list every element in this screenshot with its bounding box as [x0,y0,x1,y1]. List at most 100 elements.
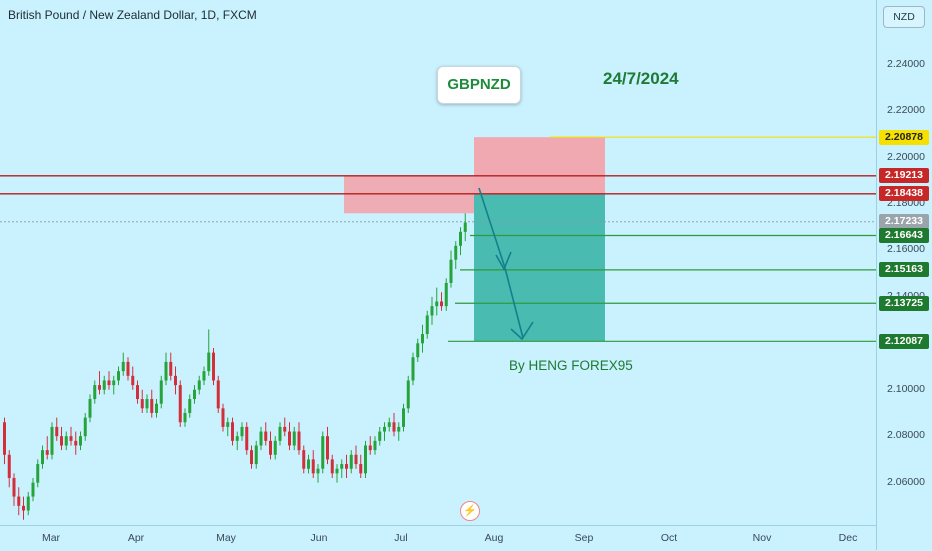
candle [93,385,97,400]
candle [183,412,187,423]
lightning-icon[interactable]: ⚡ [460,501,480,521]
price-level-tag: 2.15163 [879,262,929,278]
x-tick-label: Jul [394,532,408,544]
candle [378,431,382,441]
candle [50,426,54,455]
chart-canvas[interactable] [0,0,876,525]
candle [259,431,263,446]
candle [212,352,215,381]
candle [425,315,429,335]
candle [55,426,59,437]
candle [340,464,344,469]
candle [150,399,154,413]
candle [17,496,21,506]
chart-title: British Pound / New Zealand Dollar, 1D, … [8,8,257,22]
candle [102,380,106,390]
stop-loss-zone [474,137,605,194]
candle [307,459,310,469]
candle [397,426,401,432]
arrow-head [495,251,512,271]
x-tick-label: Apr [127,532,145,544]
arrow-head [510,321,534,341]
y-tick-label: 2.10000 [887,382,925,395]
candle [440,301,443,307]
candle [235,436,239,441]
candle [430,306,434,316]
candle [64,436,68,446]
candle [240,426,244,437]
candle [449,259,453,283]
candle [3,422,6,455]
price-axis[interactable]: NZD 2.24000 2.22000 2.20000 2.18000 2.16000 2… [876,0,932,550]
candle [273,440,277,455]
x-tick-label: Sep [574,532,594,544]
candle [126,361,130,376]
price-level-tag: 2.18438 [879,186,929,202]
y-tick-label: 2.20000 [887,150,925,163]
candle [368,445,372,451]
price-level-tag: 2.19213 [879,168,929,184]
candle [335,468,339,474]
candle [387,422,391,427]
candle [316,468,320,474]
candle [22,505,25,511]
candle [416,343,420,358]
time-axis[interactable]: Mar Apr May Jun Jul Aug Sep Oct Nov Dec [0,525,876,551]
y-tick-label: 2.08000 [887,429,925,442]
candle [60,436,63,446]
candle [454,245,458,260]
candle [36,464,40,483]
candle [188,399,192,413]
candle [254,445,258,465]
candle [444,282,448,307]
y-tick-label: 2.06000 [887,475,925,488]
candle [140,399,144,409]
candle [383,426,386,432]
candle [169,361,173,376]
candle [321,436,325,469]
candle [88,399,92,418]
candle [226,422,230,427]
date-label: 24/7/2024 [603,69,679,88]
candle [178,385,182,423]
candle [74,440,78,446]
price-level-tag: 2.17233 [879,214,929,230]
candle [159,380,163,404]
candle [373,440,377,451]
candle [326,436,329,460]
candle [83,417,87,437]
chart-area[interactable]: British Pound / New Zealand Dollar, 1D, … [0,0,876,525]
candle [264,431,268,441]
x-tick-label: Jun [310,532,328,544]
candle [164,361,168,381]
candle [250,450,253,465]
candle [231,422,234,441]
price-level-tag: 2.12087 [879,333,929,349]
candle [435,301,439,307]
candle [311,459,315,474]
candle [117,371,120,381]
candle [69,436,73,441]
candle [112,380,116,386]
candle [197,380,201,390]
candle [121,361,125,372]
candle [302,450,306,469]
x-tick-label: Aug [484,532,504,544]
candle [402,408,405,427]
symbol-label: GBPNZD [437,66,521,104]
candle [283,426,287,432]
candle [292,431,296,446]
price-level-tag: 2.16643 [879,228,929,243]
candle [330,459,334,474]
candle [26,496,30,511]
currency-button[interactable]: NZD [883,6,925,28]
candle [155,403,158,413]
candle [79,436,82,446]
candle [131,375,135,386]
take-profit-zone [474,193,605,342]
candle [136,385,139,400]
candle [98,385,101,390]
candle [245,426,249,451]
candle [145,399,149,409]
candle [297,431,301,451]
